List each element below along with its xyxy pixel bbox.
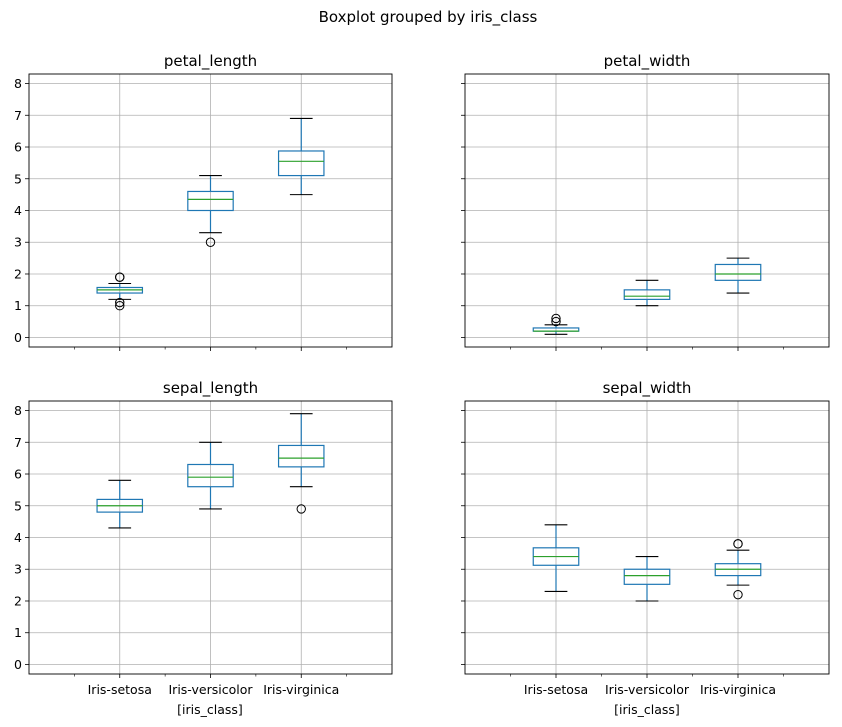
y-tick-label: 8 [14,76,22,91]
box-iqr [187,463,234,488]
subplot-title: sepal_width [603,379,692,398]
outlier-point [115,297,125,308]
box-iris-setosa [532,524,580,593]
outlier-point [205,237,216,247]
x-tick-label: Iris-setosa [524,682,588,697]
box-iqr [187,190,234,212]
box-iris-virginica [714,257,762,294]
box-iris-setosa [96,479,144,529]
y-tick-label: 0 [14,330,22,345]
y-tick-label: 0 [14,657,22,672]
box-iris-virginica [277,413,325,514]
y-tick-label: 7 [14,435,22,450]
xlabel-left: [iris_class] [177,702,243,717]
y-tick-label: 8 [14,403,22,418]
y-tick-label: 6 [14,467,22,482]
axes-frame [28,73,393,348]
x-tick-label: Iris-virginica [263,682,339,697]
xlabel-right: [iris_class] [614,702,680,717]
subplot-petal-length: petal_length 0 1 2 3 4 5 6 7 8 [14,52,393,351]
y-tick-label: 5 [14,171,22,186]
outlier-point [733,589,743,600]
box-iris-versicolor [623,279,671,307]
box-iqr [623,568,671,585]
box-iris-setosa [96,272,144,311]
outlier-point [115,301,125,311]
y-tick-label: 2 [14,266,22,281]
outlier-point [733,539,743,549]
subplot-title: sepal_length [163,379,258,398]
box-iris-versicolor [187,441,234,510]
axes-frame [28,400,393,675]
outlier-point [551,313,561,324]
y-tick-label: 1 [14,298,22,313]
x-tick-label: Iris-versicolor [605,682,690,697]
axes-frame [464,73,830,348]
y-tick-label: 2 [14,593,22,608]
box-iris-virginica [277,117,325,196]
box-iris-virginica [714,539,762,600]
outlier-point [296,504,306,514]
y-tick-label: 4 [14,203,22,218]
box-iris-versicolor [623,555,671,602]
subplot-grid: petal_length 0 1 2 3 4 5 6 7 8 petal_width sepal_le… [14,52,830,697]
y-tick-label: 3 [14,235,22,250]
figure-suptitle: Boxplot grouped by iris_class [319,8,538,27]
y-tick-label: 7 [14,108,22,123]
axes-frame [464,400,830,675]
box-iris-versicolor [187,175,234,247]
box-iqr [714,263,762,281]
box-iqr [277,150,325,177]
y-tick-label: 1 [14,625,22,640]
outlier-point [551,316,561,327]
x-tick-label: Iris-versicolor [169,682,254,697]
box-iqr [277,444,325,468]
y-tick-label: 6 [14,140,22,155]
y-tick-label: 4 [14,530,22,545]
subplot-title: petal_width [604,52,691,71]
x-tick-label: Iris-setosa [88,682,152,697]
subplot-sepal-width: sepal_width Iris-setosa Iris-versicolor Iri… [461,379,830,697]
subplot-petal-width: petal_width [461,52,830,351]
subplot-title: petal_length [164,52,257,71]
box-iris-setosa [532,313,580,335]
y-tick-label: 5 [14,498,22,513]
box-iqr [623,289,671,300]
y-tick-label: 3 [14,562,22,577]
x-tick-label: Iris-virginica [700,682,776,697]
outlier-point [115,272,125,282]
subplot-sepal-length: sepal_length 0 1 2 3 4 5 6 7 8 Iris-setosa Iris-ver… [14,379,393,697]
